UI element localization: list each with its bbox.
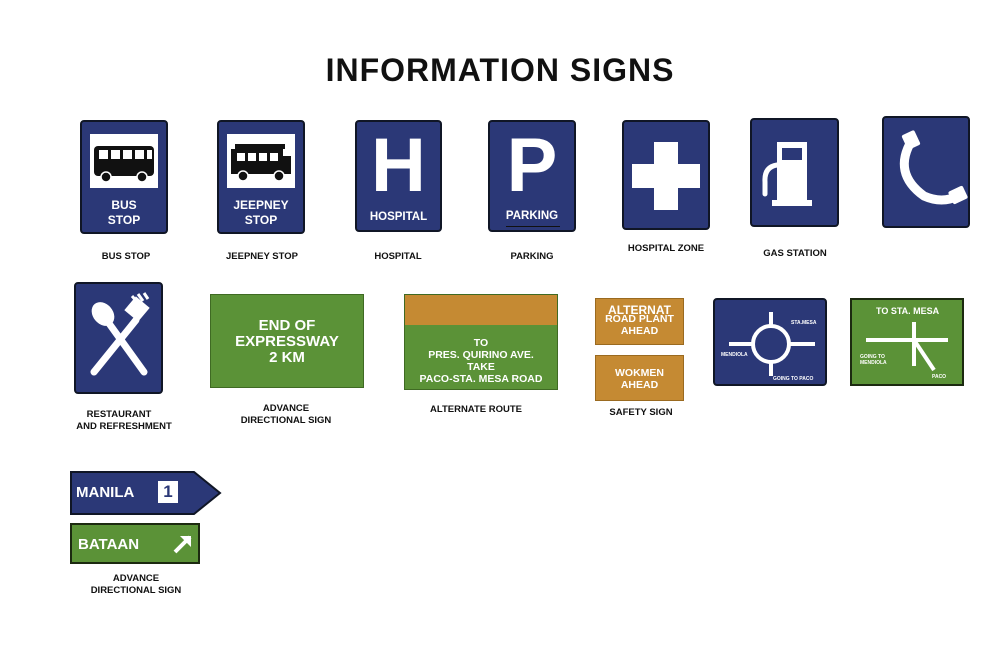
manila-route-shield: 1 xyxy=(158,481,178,503)
bus-icon xyxy=(94,146,154,183)
rotonda-label-stamesa: STA.MESA xyxy=(791,320,817,326)
hospital-text: HOSPITAL xyxy=(369,211,428,223)
jeepney-stop-line2: STOP xyxy=(244,213,278,227)
route-caption-2: DIRECTIONAL SIGN xyxy=(90,585,182,596)
workmen-ahead-sign: WOKMEN AHEAD xyxy=(595,355,684,401)
safety-caption: SAFETY SIGN xyxy=(609,407,673,418)
workmen-line1: WOKMEN xyxy=(615,367,664,379)
telephone-icon xyxy=(899,130,968,205)
jeepney-stop-sign: JEEPNEY STOP xyxy=(217,120,305,234)
bataan-text: BATAAN xyxy=(78,536,140,553)
junction-label-mendiola: MENDIOLA xyxy=(860,360,887,366)
road-plant-line1: ROAD PLANT xyxy=(605,313,674,325)
alternate-route-line2: PRES. QUIRINO AVE. xyxy=(428,349,534,361)
hospital-caption: HOSPITAL xyxy=(374,251,422,262)
jeepney-stop-caption: JEEPNEY STOP xyxy=(226,251,298,262)
restaurant-caption-1: RESTAURANT xyxy=(86,409,152,420)
jeepney-icon xyxy=(231,144,291,182)
roundabout-icon xyxy=(729,312,815,376)
jeepney-stop-line1: JEEPNEY xyxy=(233,198,289,212)
expressway-line3: 2 KM xyxy=(269,349,305,366)
end-of-expressway-sign: END OF EXPRESSWAY 2 KM xyxy=(210,294,364,388)
road-plant-line0: ALTERNAT xyxy=(608,303,671,317)
expressway-line2: EXPRESSWAY xyxy=(235,333,339,350)
parking-underline xyxy=(506,226,560,227)
alternate-route-line3: TAKE xyxy=(467,361,495,373)
hospital-sign: H HOSPITAL xyxy=(355,120,442,232)
bus-stop-line2: STOP xyxy=(107,213,141,227)
route-caption-1: ADVANCE xyxy=(112,573,160,584)
parking-sign: P PARKING xyxy=(488,120,576,232)
alternate-route-line4: PACO-STA. MESA ROAD xyxy=(419,373,543,385)
gas-station-sign xyxy=(750,118,839,227)
parking-caption: PARKING xyxy=(510,251,554,262)
alternate-route-header xyxy=(405,295,557,325)
rotonda-label-paco: GOING TO PACO xyxy=(773,376,814,382)
restaurant-sign xyxy=(74,282,163,394)
jeepney-panel xyxy=(227,134,295,188)
workmen-line2: AHEAD xyxy=(620,379,659,391)
rotonda-sign: STA.MESA MENDIOLA GOING TO PACO xyxy=(713,298,827,386)
diagonal-arrow-icon xyxy=(173,535,192,554)
bus-stop-line1: BUS xyxy=(111,198,137,212)
alternate-route-sign: TO PRES. QUIRINO AVE. TAKE PACO-STA. MES… xyxy=(404,294,558,390)
manila-text: MANILA xyxy=(76,484,135,501)
rotonda-label-mendiola: MENDIOLA xyxy=(721,352,748,358)
alternate-route-line1: TO xyxy=(473,337,489,349)
road-plant-line2: AHEAD xyxy=(620,325,659,337)
gas-pump-icon xyxy=(762,142,812,206)
bataan-sign: BATAAN xyxy=(70,523,200,564)
expressway-caption-2: DIRECTIONAL SIGN xyxy=(240,415,332,426)
bus-panel xyxy=(90,134,158,188)
junction-label-stamesa: TO STA. MESA xyxy=(876,306,940,316)
hospital-letter: H xyxy=(371,123,426,208)
parking-text: PARKING xyxy=(505,210,559,222)
junction-label-paco: PACO xyxy=(932,374,947,380)
page-title: INFORMATION SIGNS xyxy=(325,52,675,88)
fork-spoon-icon xyxy=(90,292,150,376)
bus-stop-sign: BUS STOP xyxy=(80,120,168,234)
alternate-route-caption: ALTERNATE ROUTE xyxy=(429,404,522,415)
junction-label-goingto: GOING TO xyxy=(860,354,885,360)
manila-sign xyxy=(70,471,222,515)
junction-sign: TO STA. MESA GOING TO MENDIOLA PACO xyxy=(850,298,964,386)
gas-station-caption: GAS STATION xyxy=(763,248,827,259)
bus-stop-caption: BUS STOP xyxy=(101,251,151,262)
cross-icon xyxy=(632,142,700,210)
expressway-line1: END OF xyxy=(258,317,316,334)
telephone-sign xyxy=(882,116,970,228)
junction-arrow-icon xyxy=(866,322,948,372)
hospital-zone-caption: HOSPITAL ZONE xyxy=(627,243,705,254)
expressway-caption-1: ADVANCE xyxy=(262,403,310,414)
road-plant-sign: ALTERNAT ROAD PLANT AHEAD xyxy=(595,298,684,345)
restaurant-caption-2: AND REFRESHMENT xyxy=(76,421,172,432)
hospital-zone-sign xyxy=(622,120,710,230)
parking-letter: P xyxy=(506,123,558,208)
